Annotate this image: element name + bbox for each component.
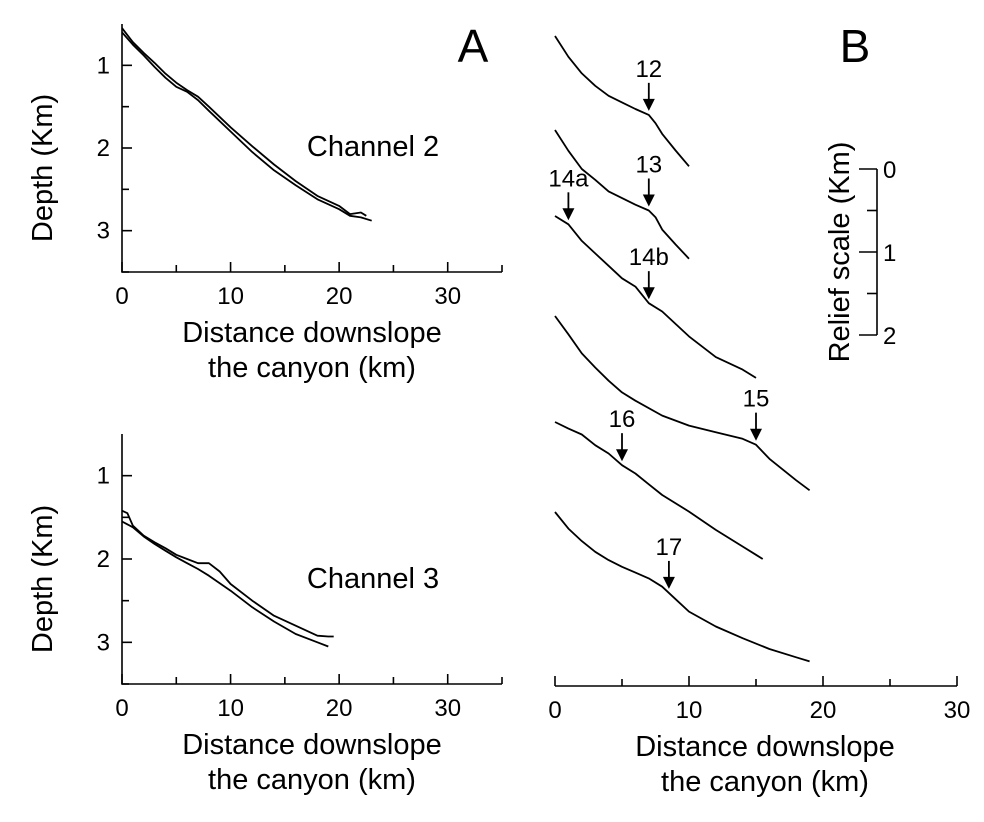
- series-line: [121, 31, 372, 222]
- profile-line: [554, 315, 811, 492]
- marker-label: 14b: [629, 244, 669, 271]
- marker-label: 15: [743, 386, 770, 413]
- profile-line: [554, 421, 764, 560]
- y-tick-label: 3: [97, 218, 110, 245]
- marker-label: 16: [609, 406, 636, 433]
- x-axis-label: the canyon (km): [661, 766, 869, 798]
- series-line: [121, 520, 329, 648]
- x-tick-label: 10: [676, 697, 703, 724]
- marker-arrowhead: [642, 194, 655, 207]
- x-axis-label: Distance downslope: [182, 729, 442, 761]
- y-tick-label: 1: [97, 52, 110, 79]
- x-tick-label: 10: [217, 695, 244, 722]
- marker-arrowhead: [616, 449, 628, 462]
- profile-line: [554, 35, 690, 167]
- marker-label: 17: [656, 534, 683, 561]
- x-tick-label: 30: [434, 695, 461, 722]
- series-line: [121, 509, 334, 638]
- y-tick-label: 2: [97, 135, 110, 162]
- x-tick-label: 10: [217, 283, 244, 310]
- channel-label: Channel 3: [307, 563, 439, 595]
- y-tick-label: 2: [97, 546, 110, 573]
- marker-arrowhead: [642, 287, 655, 300]
- profile-line: [554, 511, 810, 663]
- x-tick-label: 0: [115, 695, 128, 722]
- y-tick-label: 1: [97, 463, 110, 490]
- x-tick-label: 20: [810, 697, 837, 724]
- marker-arrowhead: [750, 428, 762, 441]
- panel-label-b: B: [840, 20, 871, 72]
- marker-label: 12: [635, 56, 662, 83]
- marker-label: 13: [635, 152, 662, 179]
- x-tick-label: 0: [115, 283, 128, 310]
- x-axis-label: the canyon (km): [208, 764, 416, 796]
- y-axis-label: Depth (Km): [27, 94, 59, 242]
- relief-scale-tick-label: 2: [883, 323, 896, 350]
- x-axis-label: the canyon (km): [208, 352, 416, 384]
- x-tick-label: 0: [548, 697, 561, 724]
- x-tick-label: 30: [434, 283, 461, 310]
- series-line: [121, 27, 367, 217]
- x-tick-label: 20: [326, 283, 353, 310]
- panel-label-a: A: [458, 20, 489, 72]
- relief-scale-tick-label: 0: [883, 157, 896, 184]
- y-tick-label: 3: [97, 629, 110, 656]
- y-axis-label: Depth (Km): [27, 505, 59, 653]
- marker-arrowhead: [562, 208, 575, 221]
- profile-line: [554, 129, 690, 260]
- relief-scale-tick-label: 1: [883, 240, 896, 267]
- marker-arrowhead: [662, 576, 675, 589]
- x-tick-label: 20: [326, 695, 353, 722]
- x-axis-label: Distance downslope: [182, 317, 442, 349]
- channel-label: Channel 2: [307, 131, 439, 163]
- marker-arrowhead: [642, 98, 655, 111]
- marker-label: 14a: [548, 165, 589, 192]
- profile-line: [554, 215, 757, 379]
- relief-scale-label: Relief scale (Km): [824, 142, 856, 363]
- x-axis-label: Distance downslope: [635, 731, 895, 763]
- x-tick-label: 30: [944, 697, 971, 724]
